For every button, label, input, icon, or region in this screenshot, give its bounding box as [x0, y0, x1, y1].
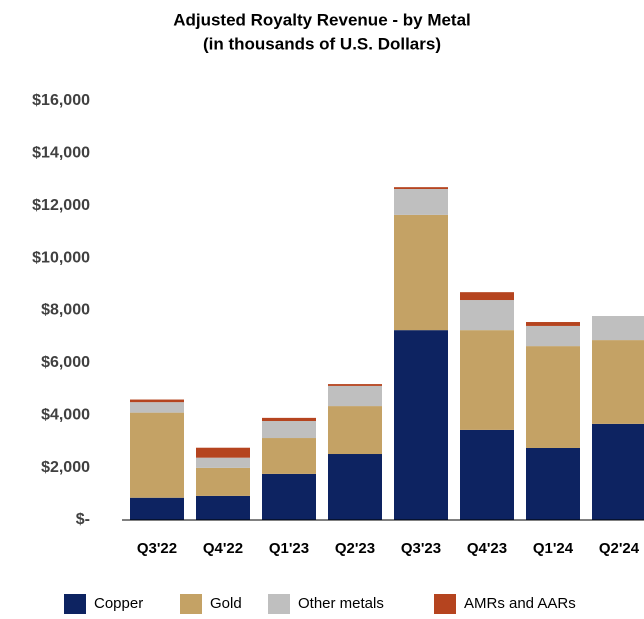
- y-tick-label: $6,000: [41, 354, 90, 371]
- bar-segment: [460, 292, 514, 301]
- bar-segment: [526, 346, 580, 448]
- bar-segment: [592, 423, 644, 520]
- bar-segment: [130, 412, 184, 498]
- x-tick-label: Q2'23: [335, 540, 375, 557]
- x-tick-label: Q1'23: [269, 540, 309, 557]
- x-tick-label: Q1'24: [533, 540, 574, 557]
- bar-segment: [394, 214, 448, 331]
- bar-segment: [196, 447, 250, 458]
- bar-segment: [130, 497, 184, 520]
- bar-segment: [328, 454, 382, 520]
- bar-segment: [526, 447, 580, 520]
- bar-segment: [328, 406, 382, 455]
- y-tick-label: $-: [76, 511, 90, 528]
- bar-segment: [262, 438, 316, 474]
- bar-segment: [262, 417, 316, 422]
- y-tick-label: $10,000: [32, 249, 90, 266]
- bar-segment: [526, 325, 580, 347]
- x-tick-label: Q4'23: [467, 540, 507, 557]
- legend-label: Other metals: [298, 595, 384, 612]
- legend-label: Copper: [94, 595, 143, 612]
- y-tick-label: $14,000: [32, 145, 90, 162]
- bar-segment: [328, 384, 382, 386]
- bar-segment: [196, 495, 250, 520]
- legend-label: Gold: [210, 595, 242, 612]
- bar-segment: [196, 457, 250, 468]
- legend-swatch: [180, 594, 202, 614]
- bar-segment: [328, 385, 382, 407]
- legend-swatch: [434, 594, 456, 614]
- x-tick-label: Q2'24: [599, 540, 640, 557]
- bar-segment: [592, 315, 644, 341]
- bar-segment: [394, 330, 448, 520]
- bar-segment: [196, 467, 250, 496]
- bar-segment: [460, 300, 514, 331]
- bar-segment: [460, 429, 514, 520]
- y-tick-label: $4,000: [41, 406, 90, 423]
- bar-segment: [130, 399, 184, 403]
- chart-title: Adjusted Royalty Revenue - by Metal: [173, 10, 471, 29]
- chart-subtitle: (in thousands of U.S. Dollars): [203, 34, 441, 53]
- bar-segment: [592, 340, 644, 424]
- legend-label: AMRs and AARs: [464, 595, 576, 612]
- bar-segment: [262, 421, 316, 439]
- bar-segment: [262, 473, 316, 520]
- y-tick-label: $16,000: [32, 92, 90, 109]
- bar-segment: [394, 187, 448, 189]
- x-tick-label: Q4'22: [203, 540, 243, 557]
- y-tick-label: $8,000: [41, 302, 90, 319]
- bar-segment: [130, 402, 184, 413]
- legend-swatch: [268, 594, 290, 614]
- bar-segment: [526, 322, 580, 326]
- bar-segment: [460, 330, 514, 430]
- legend-swatch: [64, 594, 86, 614]
- y-tick-label: $12,000: [32, 197, 90, 214]
- x-tick-label: Q3'22: [137, 540, 177, 557]
- y-tick-label: $2,000: [41, 459, 90, 476]
- bar-segment: [394, 188, 448, 215]
- x-tick-label: Q3'23: [401, 540, 441, 557]
